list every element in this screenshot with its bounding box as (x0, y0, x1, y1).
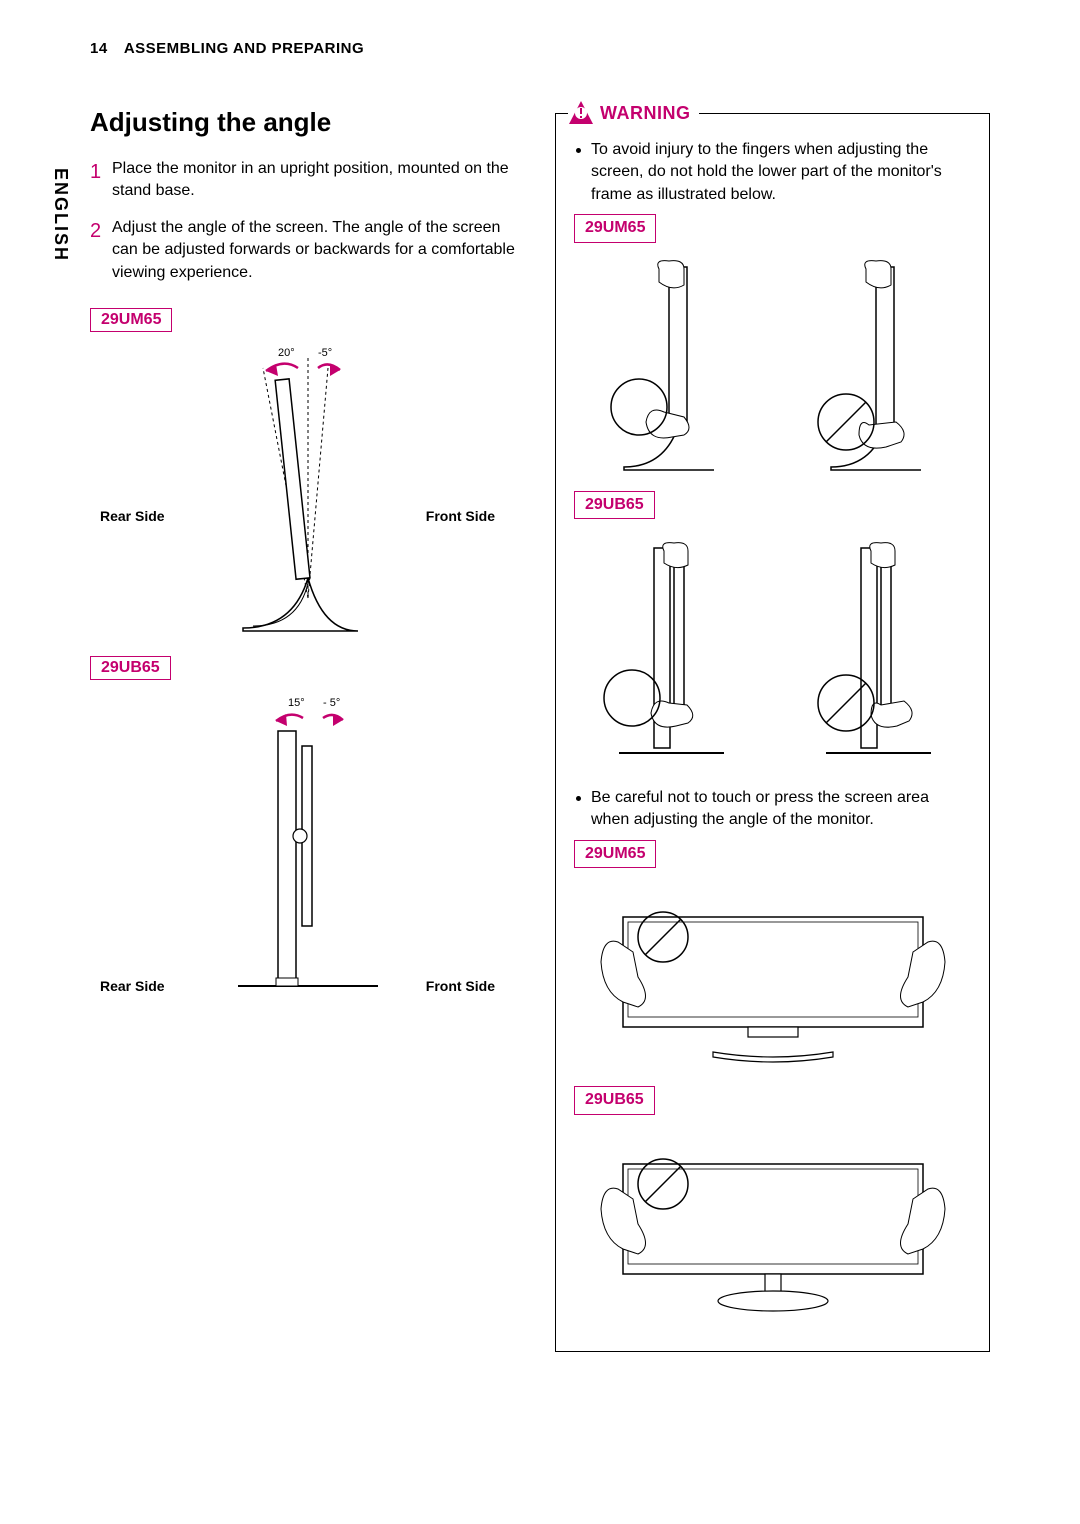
warning-bullet-2: Be careful not to touch or press the scr… (574, 787, 971, 832)
incorrect-hold-figure (791, 257, 961, 477)
front-side-label: Front Side (426, 508, 495, 524)
pinch-figures-29ub65 (574, 533, 971, 773)
warning-box: WARNING To avoid injury to the fingers w… (555, 113, 990, 1352)
tilt-back-angle: 20° (278, 347, 295, 359)
screen-touch-figure-29um65 (574, 882, 971, 1072)
page-header: 14 ASSEMBLING AND PREPARING (90, 40, 990, 57)
tilt-diagram-29um65: Rear Side Front Side 20° -5° (90, 338, 525, 638)
warning-text: To avoid injury to the fingers when adju… (591, 139, 971, 206)
model-tag: 29UB65 (574, 491, 655, 519)
tilt-fwd-angle: -5° (318, 347, 332, 359)
left-column: Adjusting the angle 1 Place the monitor … (90, 107, 525, 1352)
correct-hold-figure (584, 533, 754, 773)
page-number: 14 (90, 40, 108, 57)
step-text: Place the monitor in an upright position… (112, 158, 525, 203)
rear-side-label: Rear Side (100, 978, 165, 994)
step-1: 1 Place the monitor in an upright positi… (90, 158, 525, 203)
tilt-fwd-angle: - 5° (323, 697, 340, 709)
incorrect-hold-figure (791, 533, 961, 773)
model-tag: 29UB65 (574, 1086, 655, 1114)
right-column: WARNING To avoid injury to the fingers w… (555, 107, 990, 1352)
model-tag: 29UM65 (574, 840, 656, 868)
model-tag-29ub65: 29UB65 (90, 656, 171, 680)
bullet-dot-icon (576, 796, 581, 801)
warning-bullet-1: To avoid injury to the fingers when adju… (574, 139, 971, 206)
bullet-dot-icon (576, 148, 581, 153)
rear-side-label: Rear Side (100, 508, 165, 524)
screen-touch-figure-29ub65 (574, 1129, 971, 1319)
step-number: 2 (90, 217, 112, 284)
warning-text: Be careful not to touch or press the scr… (591, 787, 971, 832)
front-side-label: Front Side (426, 978, 495, 994)
warning-label: WARNING (600, 103, 691, 124)
warning-header: WARNING (568, 100, 699, 126)
step-text: Adjust the angle of the screen. The angl… (112, 217, 525, 284)
step-2: 2 Adjust the angle of the screen. The an… (90, 217, 525, 284)
model-tag: 29UM65 (574, 214, 656, 242)
pinch-figures-29um65 (574, 257, 971, 477)
tilt-diagram-29ub65: Rear Side Front Side 15° - 5° (90, 686, 525, 1006)
warning-icon (568, 100, 594, 126)
model-tag-29um65: 29UM65 (90, 308, 172, 332)
section-title: Adjusting the angle (90, 107, 525, 138)
correct-hold-figure (584, 257, 754, 477)
step-number: 1 (90, 158, 112, 203)
tilt-back-angle: 15° (288, 697, 305, 709)
header-section: ASSEMBLING AND PREPARING (124, 40, 364, 57)
language-tab: ENGLISH (50, 160, 71, 270)
